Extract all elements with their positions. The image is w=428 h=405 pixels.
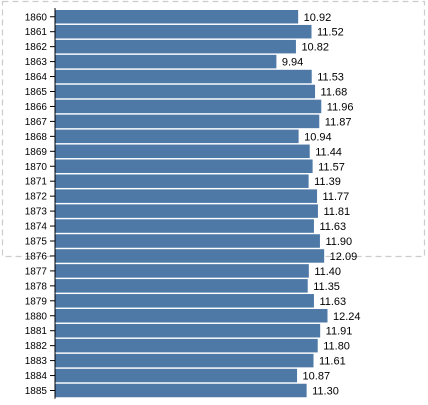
y-tick-label-1883: 1883: [25, 356, 48, 367]
bar-1873: [55, 204, 318, 218]
data-label-1870: 11.57: [318, 161, 345, 173]
bar-1881: [55, 323, 321, 338]
y-tick-label-1871: 1871: [25, 177, 48, 188]
y-tick-label-1877: 1877: [25, 266, 48, 277]
y-tick-label-1876: 1876: [25, 251, 48, 262]
data-label-1862: 10.82: [301, 42, 329, 54]
y-tick-label-1873: 1873: [25, 207, 48, 218]
data-label-1878: 11.35: [313, 281, 340, 293]
y-tick-label-1880: 1880: [25, 311, 48, 322]
y-tick-label-1882: 1882: [25, 341, 48, 352]
y-tick-label-1865: 1865: [25, 87, 48, 98]
y-tick-label-1867: 1867: [25, 117, 48, 128]
data-label-1861: 11.52: [317, 27, 344, 39]
bar-1860: [55, 10, 299, 24]
bar-1869: [55, 144, 310, 159]
data-label-1879: 11.63: [319, 296, 346, 308]
data-label-1869: 11.44: [315, 146, 342, 158]
bar-1877: [55, 264, 309, 278]
bar-1884: [55, 368, 298, 383]
bar-1868: [55, 129, 299, 144]
y-tick-label-1870: 1870: [25, 162, 48, 173]
y-tick-label-1863: 1863: [25, 57, 48, 68]
y-tick-label-1874: 1874: [25, 222, 48, 233]
data-label-1875: 11.90: [325, 236, 352, 248]
data-label-1876: 12.09: [330, 251, 358, 263]
y-tick-label-1860: 1860: [25, 12, 48, 23]
bar-1870: [55, 159, 313, 173]
y-tick-label-1879: 1879: [25, 296, 48, 307]
y-tick-label-1864: 1864: [25, 72, 48, 83]
bar-1867: [55, 114, 320, 129]
data-label-1872: 11.77: [323, 191, 350, 203]
bar-1871: [55, 174, 309, 188]
y-tick-label-1862: 1862: [25, 42, 48, 53]
y-tick-label-1885: 1885: [25, 386, 48, 397]
data-label-1871: 11.39: [314, 176, 341, 188]
data-label-1868: 10.94: [304, 131, 332, 143]
y-tick-label-1869: 1869: [25, 147, 48, 158]
data-label-1883: 11.61: [319, 356, 346, 368]
data-label-1882: 11.80: [323, 341, 350, 353]
bar-1866: [55, 99, 322, 114]
data-label-1863: 9.94: [282, 57, 303, 69]
data-label-1864: 11.53: [317, 72, 344, 84]
data-label-1865: 11.68: [321, 87, 348, 99]
y-tick-label-1884: 1884: [25, 371, 48, 382]
y-tick-label-1875: 1875: [25, 237, 48, 248]
data-label-1881: 11.91: [326, 326, 353, 338]
selection-box: [1, 0, 426, 258]
y-tick-label-1878: 1878: [25, 281, 48, 292]
data-label-1877: 11.40: [314, 266, 341, 278]
data-label-1884: 10.87: [303, 371, 331, 383]
y-tick-label-1881: 1881: [25, 326, 48, 337]
data-label-1874: 11.63: [319, 221, 346, 233]
data-label-1873: 11.81: [323, 206, 350, 218]
bar-1874: [55, 219, 314, 233]
data-label-1860: 10.92: [304, 12, 332, 24]
bar-1875: [55, 234, 320, 248]
bar-1879: [55, 294, 314, 308]
bar-1872: [55, 189, 318, 203]
bar-1864: [55, 69, 312, 84]
y-tick-label-1872: 1872: [25, 192, 48, 203]
bar-1862: [55, 39, 296, 54]
bar-1885: [55, 383, 307, 398]
bar-1876: [55, 249, 325, 263]
data-label-1885: 11.30: [312, 386, 339, 398]
bar-1883: [55, 353, 314, 368]
data-label-1867: 11.87: [325, 116, 352, 128]
bar-1863: [55, 54, 277, 69]
bar-1865: [55, 84, 316, 99]
bar-1880: [55, 309, 328, 323]
data-label-1866: 11.96: [327, 101, 354, 113]
y-tick-label-1861: 1861: [25, 27, 48, 38]
bar-1861: [55, 24, 312, 39]
bar-1882: [55, 338, 318, 353]
data-label-1880: 12.24: [333, 311, 361, 323]
y-tick-label-1868: 1868: [25, 132, 48, 143]
y-tick-label-1866: 1866: [25, 102, 48, 113]
bar-1878: [55, 279, 308, 293]
